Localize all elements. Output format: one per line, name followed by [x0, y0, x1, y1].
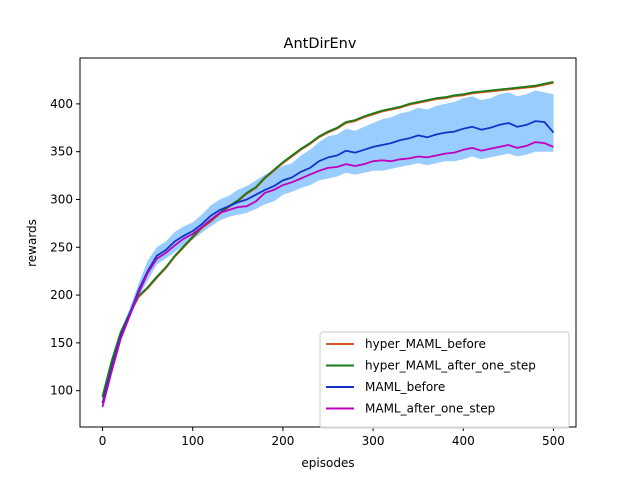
- x-axis-label: episodes: [301, 456, 354, 470]
- y-tick-label: 150: [50, 336, 73, 350]
- y-tick-label: 300: [50, 192, 73, 206]
- legend-label-maml-before: MAML_before: [365, 380, 445, 394]
- legend-label-hyper-maml-before: hyper_MAML_before: [365, 337, 486, 351]
- y-tick-label: 200: [50, 288, 73, 302]
- x-tick-label: 0: [99, 434, 107, 448]
- legend-box: [319, 331, 570, 429]
- y-tick-label: 350: [50, 145, 73, 159]
- series-line-hyper-maml-after-one-step: [101, 81, 554, 397]
- legend-label-hyper-maml-after-one-step: hyper_MAML_after_one_step: [365, 359, 536, 373]
- x-tick-label: 500: [542, 434, 565, 448]
- plot-area: [101, 81, 555, 410]
- x-tick-label: 400: [452, 434, 475, 448]
- legend-label-maml-after-one-step: MAML_after_one_step: [365, 402, 495, 416]
- x-tick-label: 100: [181, 434, 204, 448]
- axis-ticks: 0 100 200 300 400 500 100 150 200 250 300 350 400: [50, 97, 565, 448]
- x-tick-label: 300: [362, 434, 385, 448]
- x-tick-label: 200: [271, 434, 294, 448]
- series-line-maml-before: [101, 120, 555, 404]
- chart-title: AntDirEnv: [284, 36, 357, 52]
- y-tick-label: 400: [50, 97, 73, 111]
- legend: hyper_MAML_before hyper_MAML_after_one_st…: [319, 331, 570, 429]
- y-axis-label: rewards: [25, 219, 39, 267]
- y-tick-label: 250: [50, 240, 73, 254]
- series-line-maml-after-one-step: [101, 141, 554, 408]
- y-tick-label: 100: [50, 384, 73, 398]
